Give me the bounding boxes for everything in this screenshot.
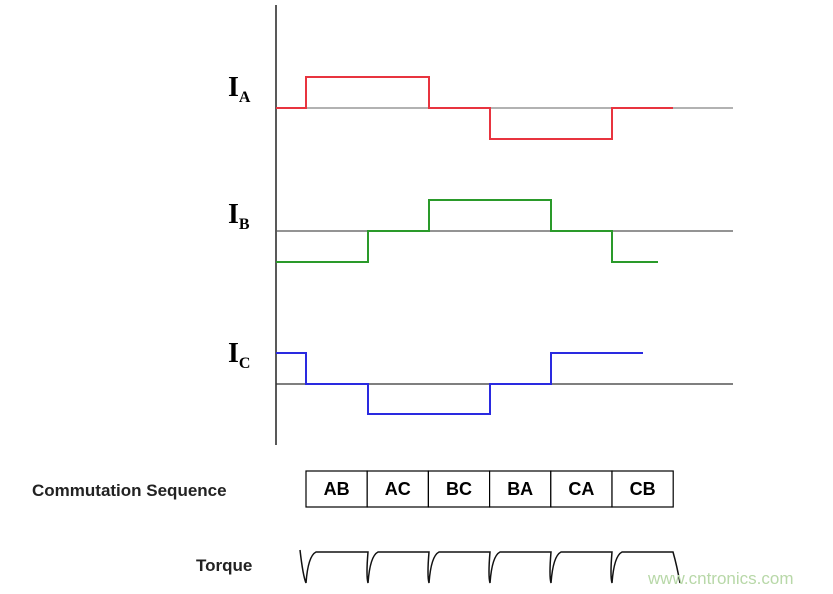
- phase-c-current: [276, 352, 643, 415]
- subscript: C: [239, 355, 251, 372]
- step-box: [305, 470, 368, 508]
- current-label-a: IA: [228, 72, 251, 106]
- step-label: CB: [630, 479, 656, 499]
- commutation-steps: AB AC BC BA CA CB: [305, 470, 674, 508]
- subscript: B: [239, 216, 250, 233]
- torque-ripple: [299, 549, 681, 584]
- commutation-label: Commutation Sequence: [32, 481, 227, 500]
- step-label: CA: [568, 479, 594, 499]
- symbol: I: [228, 338, 239, 369]
- step-label: BA: [507, 479, 533, 499]
- watermark: www.cntronics.com: [647, 569, 793, 588]
- current-label-b: IB: [228, 199, 250, 233]
- step-box: [489, 470, 552, 508]
- current-label-c: IC: [228, 338, 250, 372]
- step-box: [550, 470, 613, 508]
- phase-a-current: [276, 76, 673, 140]
- step-label: BC: [446, 479, 472, 499]
- symbol: I: [228, 72, 239, 103]
- torque-label: Torque: [196, 556, 252, 575]
- symbol: I: [228, 199, 239, 230]
- step-label: AB: [324, 479, 350, 499]
- step-box: [427, 470, 491, 508]
- step-box: [366, 470, 430, 508]
- step-box: [611, 470, 674, 508]
- phase-b-current: [276, 199, 658, 263]
- step-label: AC: [385, 479, 411, 499]
- subscript: A: [239, 89, 251, 106]
